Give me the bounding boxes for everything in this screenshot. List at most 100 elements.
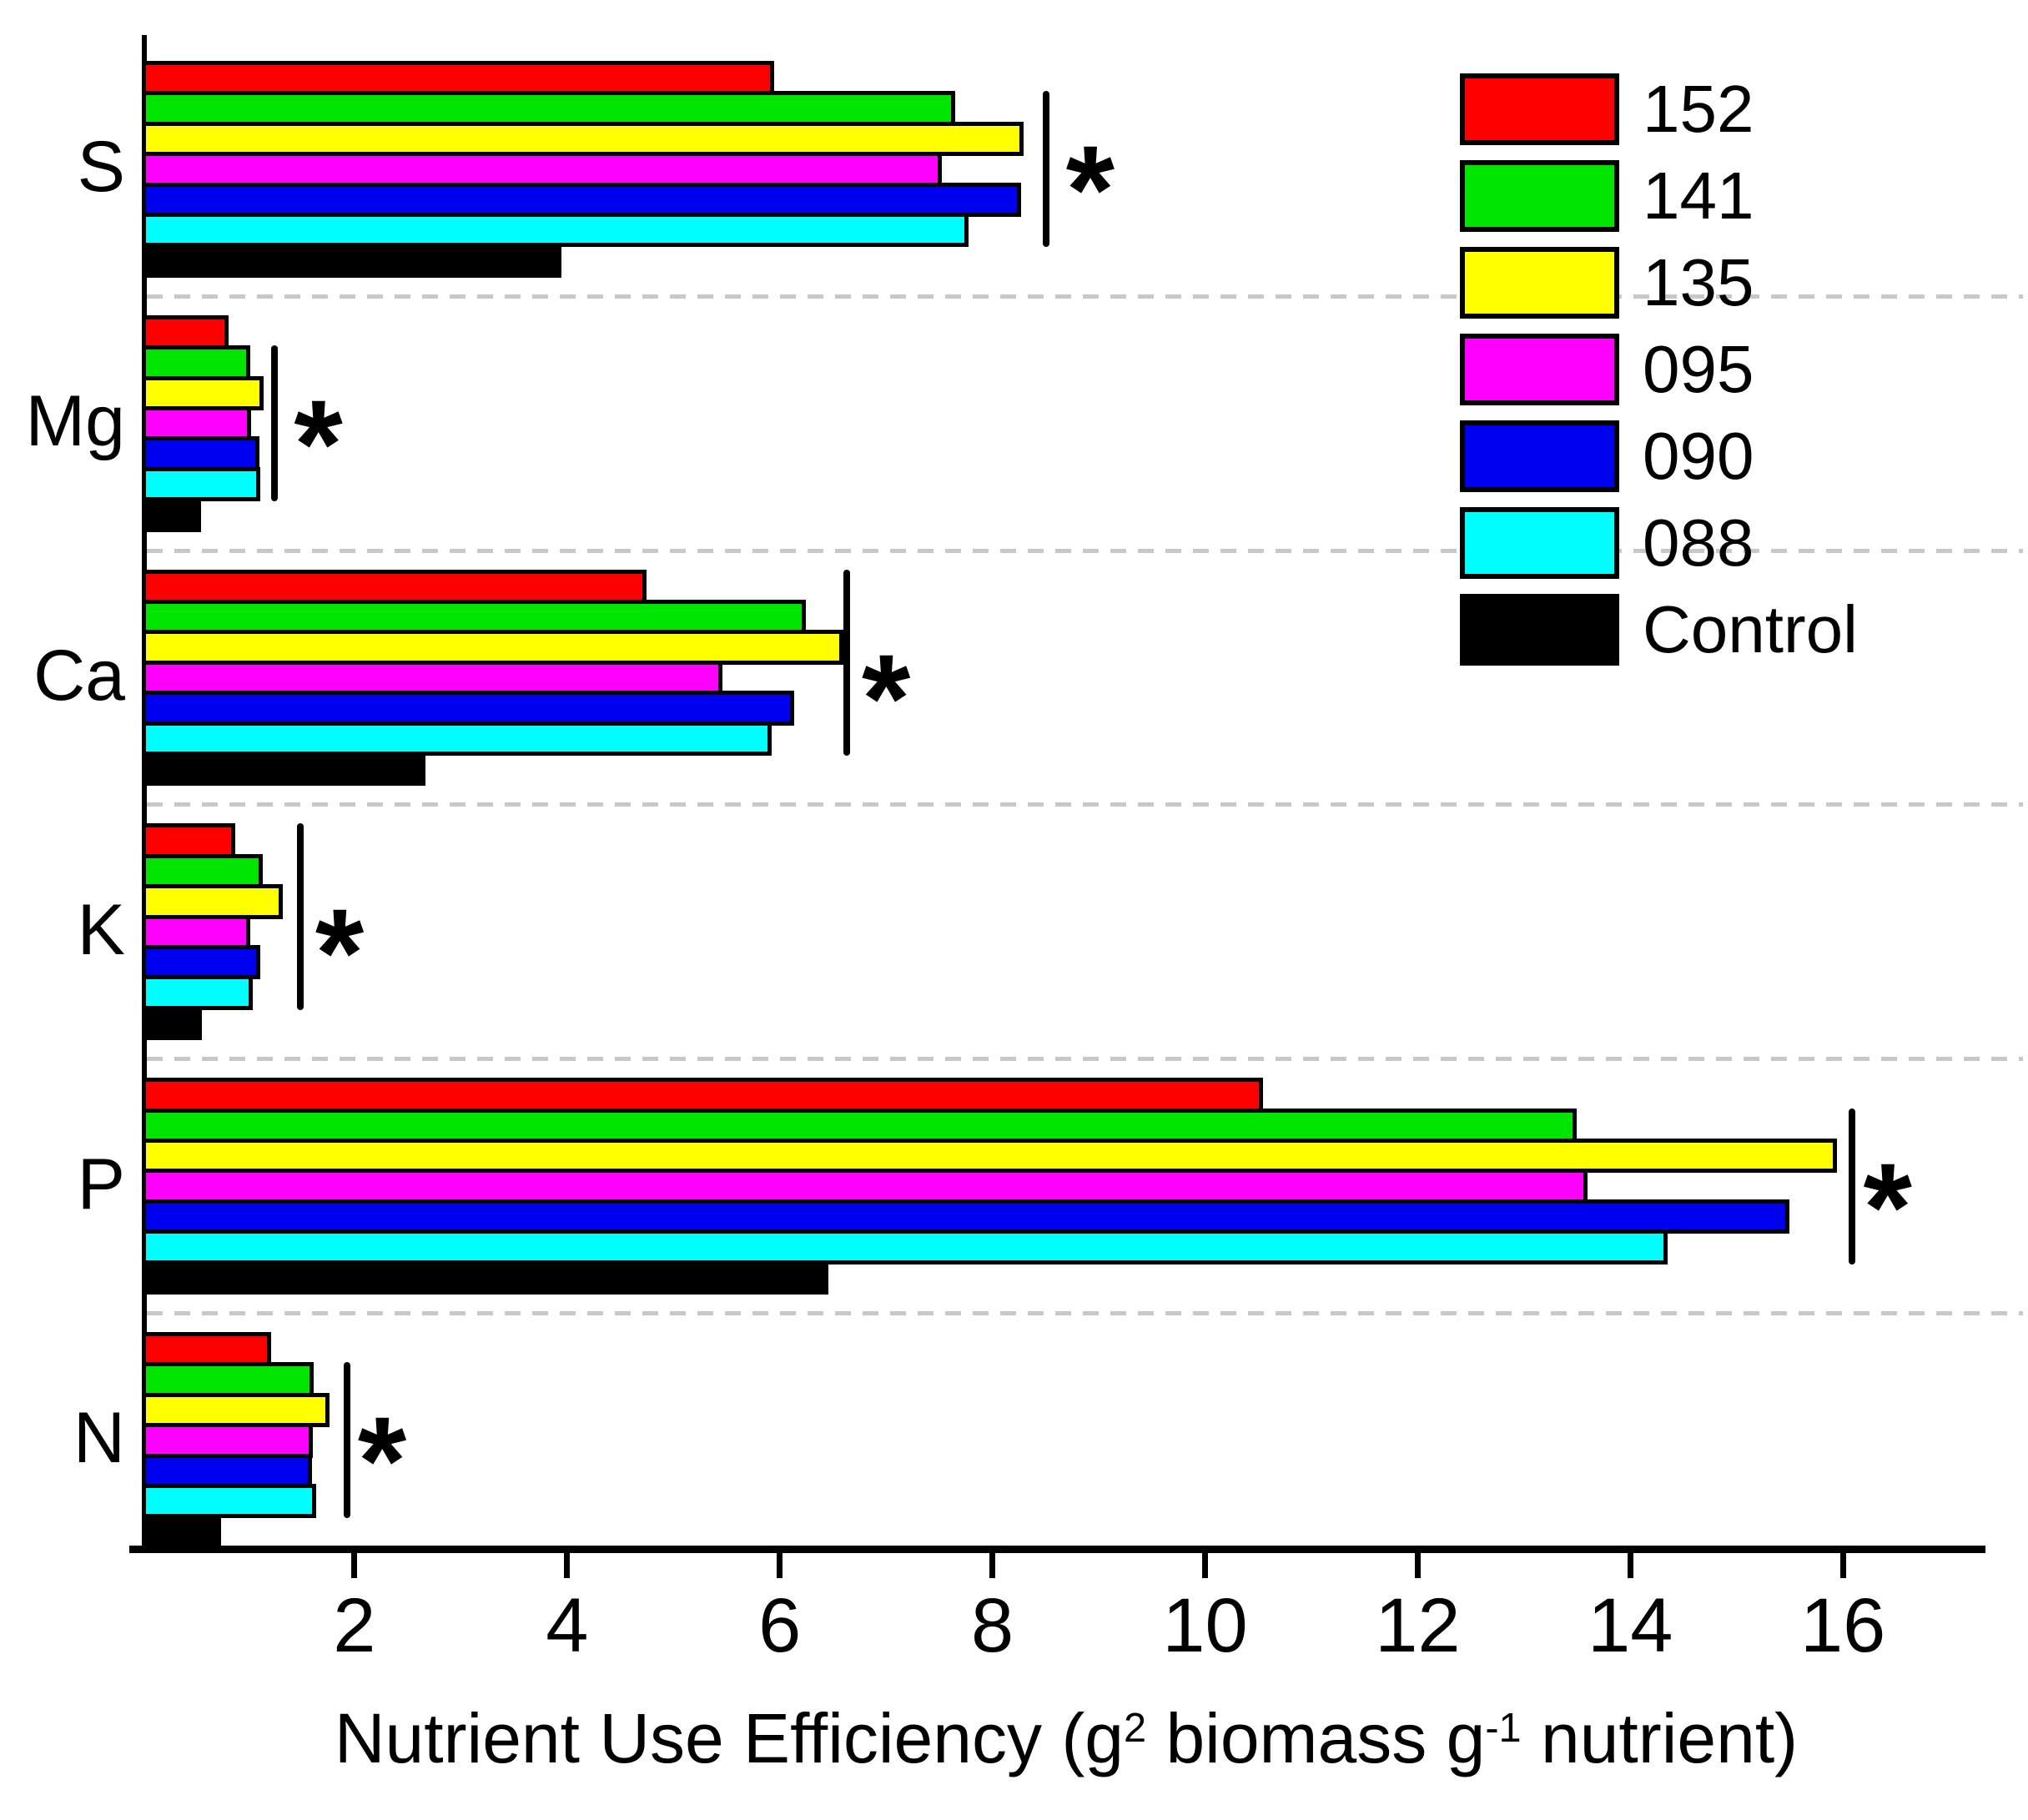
x-tick [777, 1553, 783, 1578]
y-category-label-K: K [77, 889, 125, 970]
legend-label-152: 152 [1643, 72, 1754, 146]
y-category-label-Ca: Ca [33, 636, 125, 716]
y-category-label-N: N [73, 1398, 125, 1479]
bar-Ca-135 [142, 630, 843, 665]
x-tick [1627, 1553, 1633, 1578]
bar-N-Control [142, 1514, 222, 1549]
y-category-label-S: S [77, 127, 125, 208]
group-separator-gridline [147, 294, 2023, 299]
bar-P-095 [142, 1169, 1588, 1204]
bar-N-141 [142, 1362, 315, 1397]
significance-asterisk-S: * [1065, 119, 1115, 260]
bar-P-152 [142, 1078, 1264, 1113]
bar-S-152 [142, 61, 774, 96]
legend-item-141: 141 [1460, 160, 1754, 232]
significance-asterisk-N: * [357, 1390, 407, 1531]
x-tick-label: 14 [1588, 1583, 1673, 1668]
significance-line-P [1848, 1108, 1855, 1264]
x-axis-title-superscript: 2 [1124, 1705, 1147, 1751]
bar-Mg-Control [142, 497, 201, 532]
significance-asterisk-P: * [1863, 1136, 1912, 1277]
bar-S-090 [142, 182, 1021, 217]
bar-S-141 [142, 91, 955, 126]
bar-Mg-090 [142, 436, 260, 471]
legend-swatch-135 [1460, 247, 1619, 319]
x-axis-title: Nutrient Use Efficiency (g2 biomass g-1 … [148, 1703, 1984, 1773]
y-category-label-Mg: Mg [25, 381, 125, 462]
bar-N-135 [142, 1392, 330, 1428]
bar-P-088 [142, 1229, 1668, 1264]
bar-N-095 [142, 1423, 313, 1458]
bar-Mg-095 [142, 406, 251, 441]
bar-K-095 [142, 914, 250, 949]
x-tick-label: 6 [758, 1583, 802, 1668]
legend-label-135: 135 [1643, 245, 1754, 319]
x-tick [1839, 1553, 1846, 1578]
bar-Ca-090 [142, 691, 795, 726]
legend-swatch-Control [1460, 594, 1619, 666]
y-category-label-P: P [77, 1144, 125, 1224]
significance-asterisk-Mg: * [294, 374, 343, 515]
legend-item-095: 095 [1460, 334, 1754, 405]
x-tick [564, 1553, 571, 1578]
bar-Mg-088 [142, 466, 261, 502]
legend-item-135: 135 [1460, 247, 1754, 319]
x-axis-title-text: biomass g [1146, 1699, 1486, 1777]
significance-line-K [297, 823, 304, 1010]
x-tick-label: 16 [1800, 1583, 1886, 1668]
y-axis-line [142, 35, 147, 1553]
bar-S-135 [142, 121, 1024, 157]
group-separator-gridline [147, 1311, 2023, 1315]
x-tick-label: 10 [1162, 1583, 1248, 1668]
legend-item-152: 152 [1460, 73, 1754, 145]
bar-S-088 [142, 213, 969, 248]
significance-asterisk-K: * [315, 882, 365, 1023]
legend-swatch-095 [1460, 334, 1619, 405]
legend-label-141: 141 [1643, 158, 1754, 233]
legend-label-Control: Control [1643, 592, 1858, 666]
legend-label-095: 095 [1643, 332, 1754, 406]
group-separator-gridline [147, 802, 2023, 807]
significance-line-Ca [843, 569, 851, 756]
x-axis-title-text: Nutrient Use Efficiency (g [334, 1699, 1125, 1777]
bar-P-141 [142, 1108, 1578, 1143]
bar-K-Control [142, 1005, 203, 1041]
bar-Mg-152 [142, 314, 229, 350]
bar-P-090 [142, 1199, 1790, 1234]
bar-P-135 [142, 1139, 1838, 1174]
bar-P-Control [142, 1259, 828, 1295]
bar-K-090 [142, 945, 261, 980]
bar-K-141 [142, 853, 263, 889]
legend-label-090: 090 [1643, 419, 1754, 493]
significance-asterisk-Ca: * [861, 628, 911, 768]
bar-N-090 [142, 1453, 312, 1488]
significance-line-S [1042, 91, 1049, 248]
x-axis-title-superscript: -1 [1485, 1705, 1522, 1751]
significance-line-N [344, 1362, 351, 1519]
legend-swatch-152 [1460, 73, 1619, 145]
x-tick [1202, 1553, 1208, 1578]
bar-Ca-141 [142, 600, 807, 635]
legend-label-088: 088 [1643, 505, 1754, 580]
bar-S-Control [142, 243, 562, 278]
x-axis-line [129, 1546, 1985, 1553]
bar-K-088 [142, 975, 254, 1010]
legend-item-088: 088 [1460, 507, 1754, 579]
legend-swatch-090 [1460, 420, 1619, 492]
significance-line-Mg [271, 345, 279, 502]
x-axis-title-text: nutrient) [1521, 1699, 1799, 1777]
x-tick-label: 8 [971, 1583, 1014, 1668]
bar-K-135 [142, 884, 284, 919]
x-tick [351, 1553, 358, 1578]
bar-Mg-135 [142, 375, 264, 410]
x-tick-label: 2 [333, 1583, 376, 1668]
bar-S-095 [142, 152, 943, 187]
bar-Mg-141 [142, 345, 250, 380]
x-tick-label: 4 [546, 1583, 589, 1668]
legend-swatch-141 [1460, 160, 1619, 232]
bar-K-152 [142, 823, 235, 858]
bar-Ca-095 [142, 660, 722, 696]
bar-N-152 [142, 1332, 272, 1367]
group-separator-gridline [147, 548, 2023, 553]
